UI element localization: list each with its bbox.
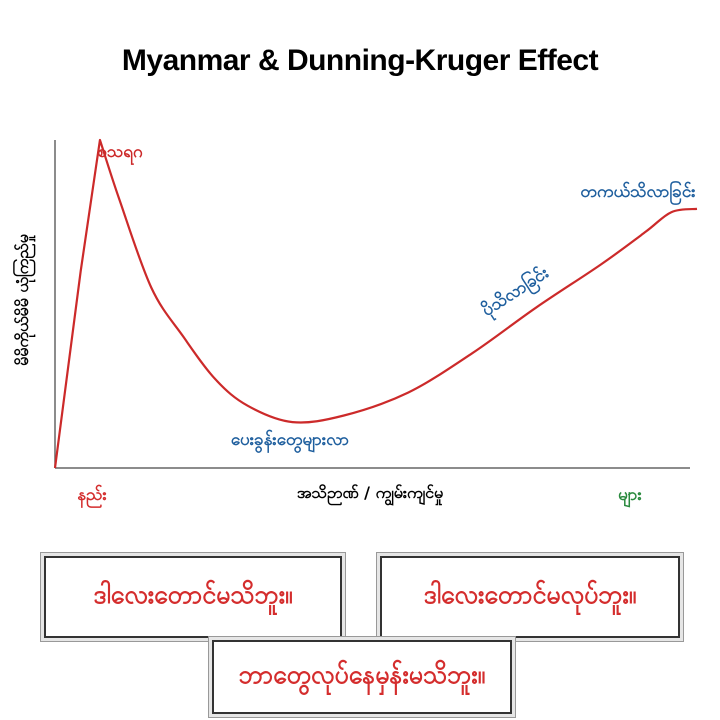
- statement-text-3: ဘာတွေလုပ်နေမှန်းမသိဘူး။: [238, 659, 486, 689]
- annotation-rising: ပိုသိလာခြင်း: [477, 260, 555, 324]
- statement-box-2: ဒါလေးတောင်မလုပ်ဘူး။: [380, 556, 680, 638]
- annotation-peak: စသရဂ: [97, 142, 143, 166]
- statement-box-1: ဒါလေးတောင်မသိဘူး။: [44, 556, 342, 638]
- statement-box-3: ဘာတွေလုပ်နေမှန်းမသိဘူး။: [212, 640, 512, 714]
- x-axis-low-label: နည်း: [77, 484, 107, 509]
- statement-text-1: ဒါလေးတောင်မသိဘူး။: [93, 579, 293, 609]
- chart-title: Myanmar & Dunning-Kruger Effect: [121, 44, 599, 77]
- series-layer: [53, 138, 698, 469]
- annotation-valley: ပေးခွန်းတွေများလာ: [231, 429, 349, 454]
- x-axis-label: အသိဉာဏ် / ကျွမ်းကျင်မှု: [297, 483, 444, 506]
- x-axis-high-label: များ: [618, 485, 642, 509]
- y-axis-label: မိမိကိုယ်မိမိ ယုံကြည်မှု: [12, 233, 36, 366]
- annotation-plateau: တကယ်သိလာခြင်း: [580, 179, 696, 206]
- series-line-0: [53, 138, 698, 469]
- statement-text-2: ဒါလေးတောင်မလုပ်ဘူး။: [423, 579, 637, 609]
